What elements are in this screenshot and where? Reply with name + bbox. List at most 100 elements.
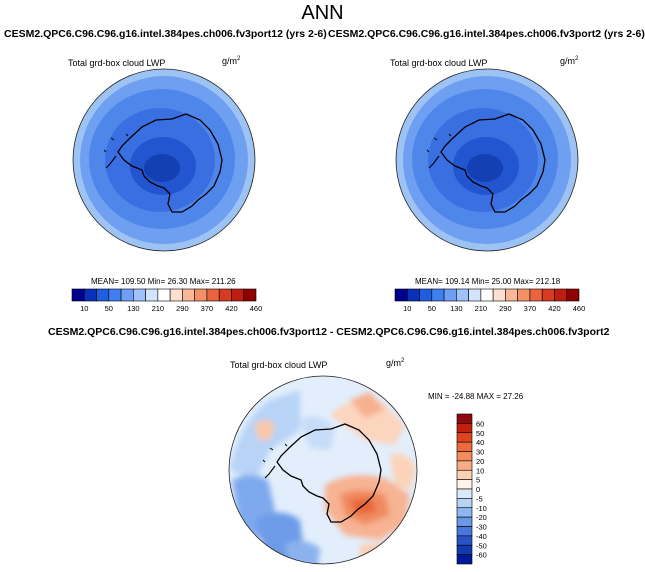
case-title-right: CESM2.QPC6.C96.C96.g16.intel.384pes.ch00… (328, 28, 645, 40)
diff-title: CESM2.QPC6.C96.C96.g16.intel.384pes.ch00… (48, 326, 610, 338)
colorbar-swatch (394, 288, 408, 302)
colorbar-tick-label: 10 (476, 466, 484, 475)
colorbar-swatch (456, 498, 473, 509)
colorbar-tick-label: 130 (450, 304, 463, 313)
colorbar-swatch (419, 288, 433, 302)
colorbar-right: 10 50 130 210 290 370 420 460 (394, 288, 586, 313)
colorbar-tick-label: 460 (250, 304, 263, 313)
colorbar-tick-label: -5 (476, 494, 483, 503)
colorbar-swatch (456, 544, 473, 555)
antarctica-coastline-left (103, 113, 223, 213)
colorbar-tick-label: 10 (403, 304, 411, 313)
colorbar-swatch (456, 423, 473, 434)
antarctica-coastline-diff (262, 423, 382, 523)
colorbar-swatch (71, 288, 85, 302)
colorbar-tick-label: 40 (476, 438, 484, 447)
colorbar-swatch (83, 288, 97, 302)
units-diff: g/m2 (386, 358, 405, 368)
colorbar-swatch (492, 288, 506, 302)
colorbar-tick-label: 130 (127, 304, 140, 313)
colorbar-swatch (231, 288, 245, 302)
colorbar-swatch (218, 288, 232, 302)
colorbar-tick-label: -30 (476, 523, 487, 532)
colorbar-swatch (456, 460, 473, 471)
colorbar-swatch (480, 288, 494, 302)
colorbar-swatch (406, 288, 420, 302)
var-title-left: Total grd-box cloud LWP (68, 58, 166, 68)
var-title-right: Total grd-box cloud LWP (390, 58, 488, 68)
colorbar-swatch (108, 288, 122, 302)
colorbar-swatch (566, 288, 580, 302)
colorbar-swatch (456, 507, 473, 518)
colorbar-swatch (456, 441, 473, 452)
colorbar-swatch (157, 288, 171, 302)
units-right: g/m2 (560, 56, 579, 66)
colorbar-tick-label: -20 (476, 513, 487, 522)
colorbar-tick-label: 30 (476, 448, 484, 457)
colorbar-tick-label: -60 (476, 551, 487, 560)
colorbar-swatch (456, 469, 473, 480)
colorbar-swatch (456, 488, 473, 499)
colorbar-swatch (96, 288, 110, 302)
colorbar-swatch (243, 288, 257, 302)
colorbar-tick-label: -10 (476, 504, 487, 513)
colorbar-swatch (169, 288, 183, 302)
colorbar-swatch (517, 288, 531, 302)
units-left: g/m2 (222, 56, 241, 66)
colorbar-swatch (468, 288, 482, 302)
colorbar-tick-label: 50 (476, 429, 484, 438)
antarctica-coastline-right (426, 113, 546, 213)
colorbar-swatch (456, 516, 473, 527)
colorbar-tick-label: 5 (476, 476, 480, 485)
colorbar-tick-label: 210 (475, 304, 488, 313)
colorbar-swatch (456, 526, 473, 537)
colorbar-tick-label: -40 (476, 532, 487, 541)
colorbar-swatch (182, 288, 195, 302)
colorbar-left: 10 50 130 210 290 370 420 460 (71, 288, 263, 313)
colorbar-tick-label: 10 (80, 304, 88, 313)
colorbar-swatch (529, 288, 543, 302)
colorbar-swatch (554, 288, 568, 302)
colorbar-swatch (145, 288, 159, 302)
colorbar-swatch (443, 288, 457, 302)
colorbar-swatch (194, 288, 208, 302)
colorbar-tick-label: 50 (105, 304, 113, 313)
polar-map-right (395, 68, 579, 252)
colorbar-swatch (456, 288, 469, 302)
colorbar-swatch (456, 432, 473, 443)
colorbar-swatch (431, 288, 445, 302)
colorbar-swatch (456, 479, 473, 490)
colorbar-tick-label: 210 (152, 304, 165, 313)
colorbar-swatch (456, 554, 473, 565)
stats-left: MEAN= 109.50 Min= 26.30 Max= 211.26 (91, 277, 236, 286)
colorbar-tick-label: -50 (476, 541, 487, 550)
colorbar-swatch (133, 288, 146, 302)
colorbar-swatch (206, 288, 220, 302)
colorbar-swatch (505, 288, 518, 302)
polar-map-diff (228, 375, 418, 565)
polar-map-left (72, 68, 256, 252)
colorbar-swatch (456, 413, 473, 424)
var-title-diff: Total grd-box cloud LWP (230, 360, 328, 370)
colorbar-swatch (456, 451, 473, 462)
colorbar-swatch (120, 288, 134, 302)
colorbar-swatch (456, 535, 473, 546)
page-title: ANN (301, 2, 344, 24)
colorbar-tick-label: 420 (548, 304, 561, 313)
colorbar-tick-label: 460 (573, 304, 586, 313)
case-title-left: CESM2.QPC6.C96.C96.g16.intel.384pes.ch00… (4, 28, 327, 40)
colorbar-tick-label: 20 (476, 457, 484, 466)
stats-diff: MIN = -24.88 MAX = 27.26 (428, 392, 524, 401)
colorbar-tick-label: 290 (499, 304, 512, 313)
stats-right: MEAN= 109.14 Min= 25.00 Max= 212.18 (415, 277, 561, 286)
colorbar-tick-label: 50 (428, 304, 436, 313)
colorbar-tick-label: 370 (201, 304, 214, 313)
colorbar-swatch (541, 288, 555, 302)
colorbar-tick-label: 370 (524, 304, 537, 313)
colorbar-tick-label: 60 (476, 419, 484, 428)
colorbar-tick-label: 0 (476, 485, 480, 494)
colorbar-tick-label: 290 (176, 304, 189, 313)
colorbar-tick-label: 420 (225, 304, 238, 313)
